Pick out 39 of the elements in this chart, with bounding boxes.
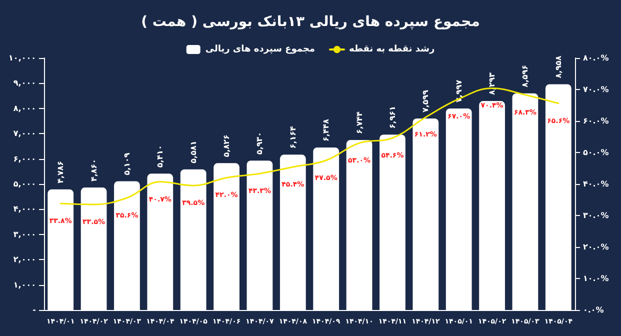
data-label: ۶,۹۶۱ xyxy=(388,106,397,129)
data-label: ۶,۷۴۴ xyxy=(354,111,364,134)
data-label: ۸,۲۹۳ xyxy=(488,72,497,96)
y-tick-label: ۱,۰۰۰ xyxy=(13,280,36,290)
y-tick-label: ۸,۰۰۰ xyxy=(13,104,36,113)
data-label: ۴,۷۸۶ xyxy=(56,160,66,184)
data-label: ۸,۵۹۶ xyxy=(520,64,530,88)
y-tick-label: ۷,۰۰۰ xyxy=(13,129,36,138)
data-label: ۷,۹۹۷ xyxy=(454,80,464,102)
y2-tick-label: ۳۰.۰% xyxy=(583,211,609,220)
chart-title: مجموع سپرده های ریالی ۱۳بانک بورسی ( همت ) xyxy=(141,14,480,30)
legend-label: مجموع سپرده های ریالی xyxy=(205,44,316,54)
y2-tick-label: ۷۰.۰% xyxy=(583,85,609,94)
y-tick-label: ۴,۰۰۰ xyxy=(13,204,36,214)
y-tick-label: ۵,۰۰۰ xyxy=(13,180,36,188)
y2-tick-label: ۶۰.۰% xyxy=(583,116,609,126)
data-label: ۵,۴۱۰ xyxy=(156,145,165,168)
data-label: ۵,۹۳۰ xyxy=(255,132,264,155)
legend-label: رشد نقطه به نقطه xyxy=(349,44,435,54)
data-label: ۶,۱۶۴ xyxy=(288,126,298,149)
y-tick-label: ۹,۰۰۰ xyxy=(13,78,36,88)
data-label: ۵,۵۸۱ xyxy=(188,140,198,164)
y2-tick-label: ۴۰.۰% xyxy=(583,180,609,188)
data-label: ۶,۴۴۸ xyxy=(322,118,331,142)
y2-tick-label: ۵۰.۰% xyxy=(583,148,609,157)
data-label: ۴,۸۶۰ xyxy=(89,158,98,182)
data-label: ۵,۸۲۶ xyxy=(222,134,232,158)
y2-tick-label: ۱۰.۰% xyxy=(583,274,609,283)
y-tick-label: - xyxy=(32,306,36,314)
data-label: ۸,۹۵۸ xyxy=(554,56,563,78)
data-label: ۷,۵۹۹ xyxy=(421,90,430,113)
data-label: ۵,۱۰۹ xyxy=(122,152,132,176)
y2-tick-label: ۰.۰% xyxy=(583,306,604,314)
y-tick-label: ۳,۰۰۰ xyxy=(13,230,36,239)
y2-tick-label: ۲۰.۰% xyxy=(583,242,609,252)
y2-tick-label: ۸۰.۰% xyxy=(583,54,609,62)
y-tick-label: ۶,۰۰۰ xyxy=(13,154,36,164)
y-tick-label: ۱۰,۰۰۰ xyxy=(8,54,36,62)
y-tick-label: ۲,۰۰۰ xyxy=(13,255,36,264)
